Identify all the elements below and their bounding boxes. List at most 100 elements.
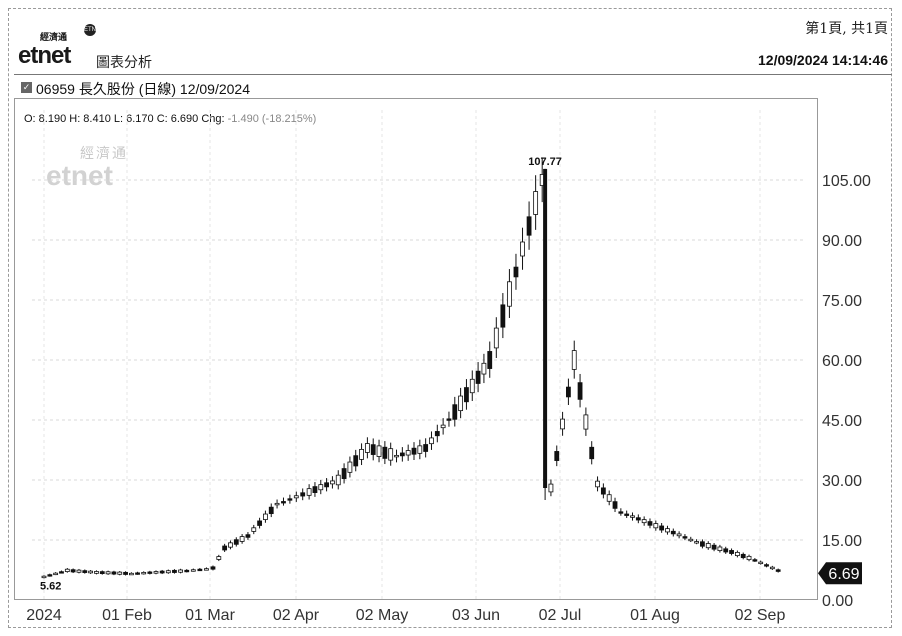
candle-body <box>347 461 353 473</box>
candle-body <box>417 445 423 454</box>
candle-body <box>411 447 417 455</box>
candle-body <box>446 418 452 421</box>
candle-body <box>64 568 70 572</box>
x-tick-label: 2024 <box>26 607 62 624</box>
candle-body <box>612 501 618 509</box>
last-price-badge <box>818 562 862 585</box>
candle-body <box>740 553 746 559</box>
y-tick-label: 105.00 <box>822 173 871 190</box>
candle-body <box>554 451 560 461</box>
candle-body <box>370 444 376 455</box>
crash-candle <box>543 168 548 489</box>
candle-body <box>520 241 525 257</box>
candle-body <box>458 395 464 412</box>
candle-body <box>251 527 257 532</box>
candle-body <box>405 450 411 456</box>
candle-body <box>382 446 388 459</box>
candle-body <box>178 569 184 573</box>
page-frame <box>8 8 892 628</box>
x-tick-label: 02 Apr <box>273 607 320 624</box>
candle-body <box>197 568 203 572</box>
high-annotation: 107.77 <box>528 156 562 168</box>
checkbox-icon[interactable]: ✓ <box>21 82 32 93</box>
candle-body <box>76 569 82 573</box>
candle-body <box>752 559 758 562</box>
candle-body <box>41 575 47 579</box>
candle-body <box>300 492 306 497</box>
logo-cn: 經濟通 <box>40 33 68 43</box>
candle-body <box>723 548 729 553</box>
candle-body <box>123 571 128 575</box>
candle-body <box>82 570 88 573</box>
candle-body <box>566 386 571 398</box>
candle-body <box>533 191 539 215</box>
candle-body <box>688 538 694 542</box>
candle-body <box>647 521 653 526</box>
candle-body <box>775 569 781 572</box>
y-tick-label: 30.00 <box>822 473 862 490</box>
candle-body <box>469 378 475 394</box>
y-tick-label: 90.00 <box>822 233 862 250</box>
candle-body <box>335 474 341 486</box>
low-annotation: 5.62 <box>40 581 61 593</box>
candle-body <box>635 517 641 521</box>
candle-body <box>507 281 512 307</box>
candle-body <box>233 539 239 545</box>
header-title: 圖表分析 <box>96 55 152 71</box>
candle-body <box>434 431 440 437</box>
x-tick-label: 01 Feb <box>102 607 152 624</box>
candle-body <box>184 569 190 573</box>
ohlc-values: O: 8.190 H: 8.410 L: 6.170 C: 6.690 Chg: <box>24 113 225 125</box>
candle-body <box>330 480 335 485</box>
candle-body <box>99 571 105 574</box>
candle-body <box>475 370 481 384</box>
candle-body <box>135 572 140 575</box>
candle-body <box>769 566 775 570</box>
candle-body <box>216 556 222 560</box>
candle-body <box>711 544 717 550</box>
candle-body <box>571 350 577 370</box>
stock-title: 06959 長久股份 (日線) 12/09/2024 <box>36 81 250 97</box>
candle-body <box>659 525 665 531</box>
x-tick-label: 02 Sep <box>735 607 786 624</box>
candle-body <box>94 571 99 574</box>
candle-body <box>281 501 286 504</box>
candle-body <box>676 533 682 537</box>
candle-body <box>263 513 268 520</box>
candle-body <box>88 570 94 574</box>
y-tick-label: 45.00 <box>822 413 862 430</box>
candle-body <box>147 571 153 574</box>
candle-body <box>764 564 769 567</box>
candle-body <box>694 541 699 544</box>
chart-area <box>14 98 818 600</box>
candle-body <box>481 362 487 375</box>
candle-body <box>306 488 312 496</box>
candle-body <box>452 404 458 420</box>
candle-body <box>239 536 245 542</box>
candle-body <box>589 446 595 460</box>
candle-body <box>353 455 359 467</box>
candle-body <box>700 541 705 547</box>
candle-body <box>429 437 434 445</box>
candle-body <box>600 487 606 495</box>
candle-body <box>500 304 506 328</box>
candle-body <box>204 568 209 571</box>
candle-body <box>222 545 228 551</box>
candle-body <box>70 569 76 573</box>
candle-body <box>577 382 583 400</box>
candle-body <box>318 484 324 491</box>
candle-body <box>53 572 59 576</box>
candle-body <box>59 571 64 574</box>
candle-body <box>394 454 399 458</box>
candle-body <box>190 569 196 572</box>
candle-body <box>734 551 740 557</box>
candle-body <box>268 506 274 515</box>
candle-body <box>293 495 299 499</box>
watermark-cn: 經濟通 <box>80 146 128 162</box>
y-tick-label: 0.00 <box>822 593 853 610</box>
candle-body <box>758 561 764 565</box>
candle-body <box>129 572 134 576</box>
candle-body <box>560 418 565 430</box>
candle-body <box>165 570 171 574</box>
candle-body <box>111 571 117 575</box>
